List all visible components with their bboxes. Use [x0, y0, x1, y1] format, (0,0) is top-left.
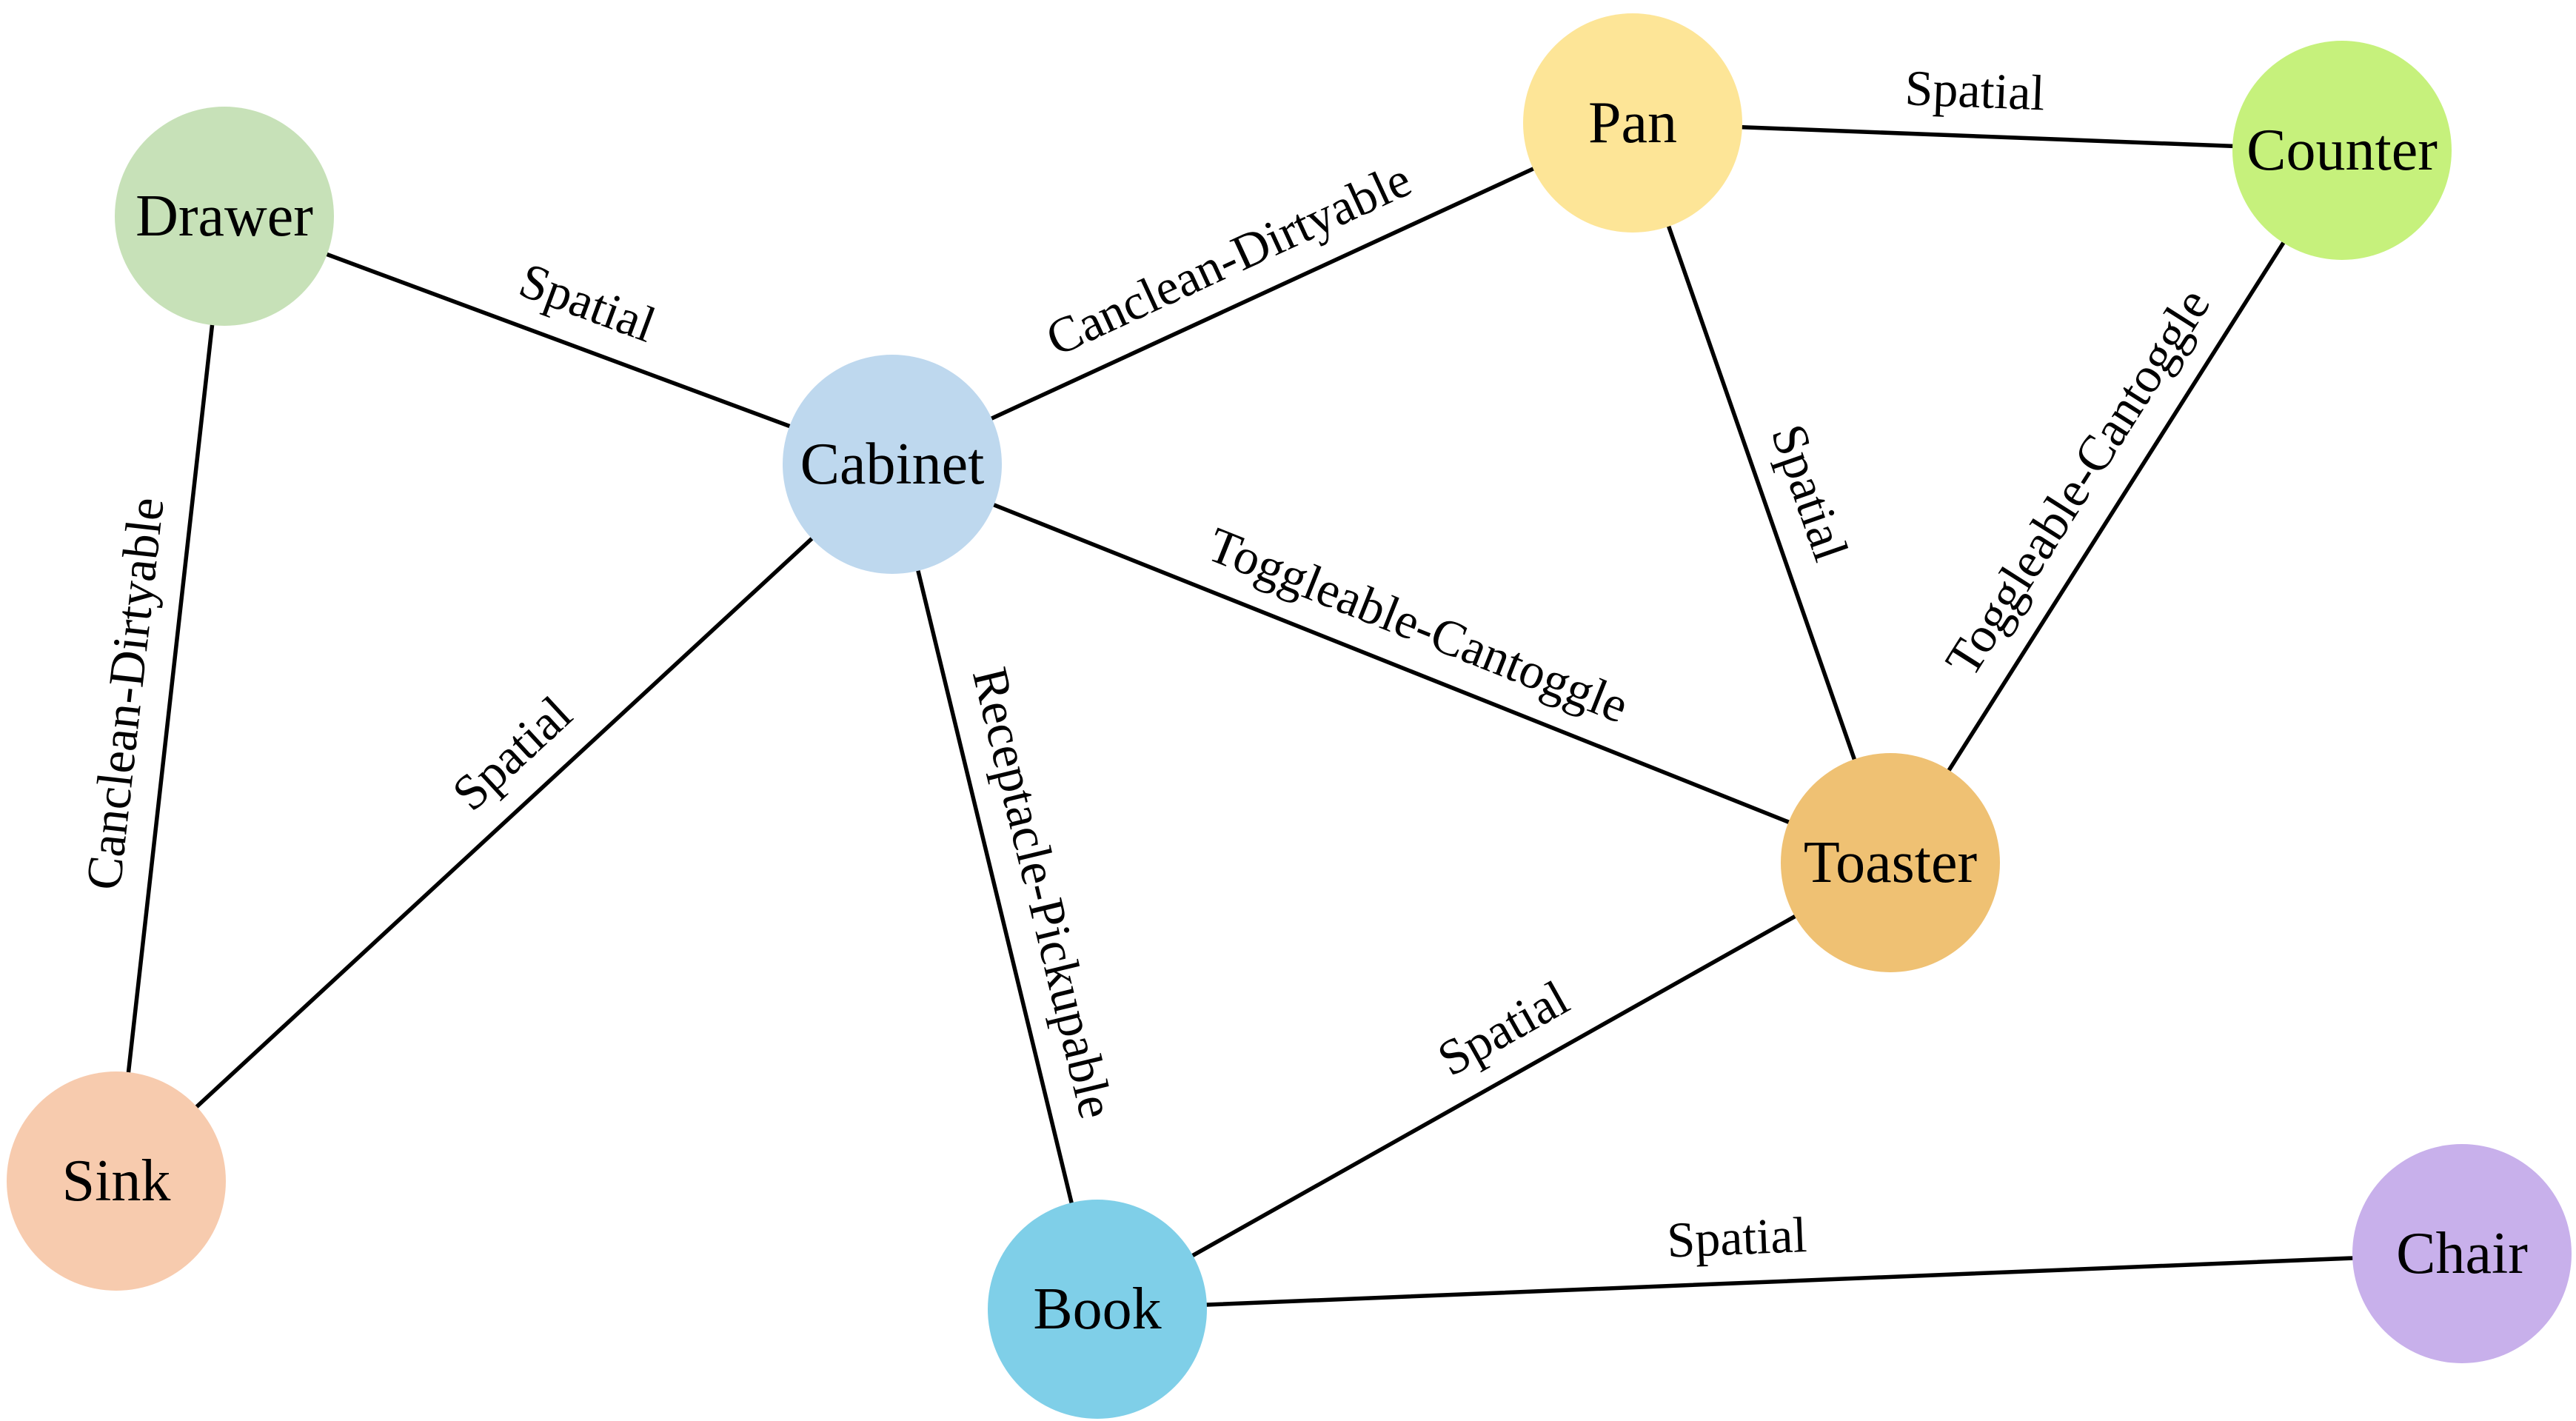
edge-line — [1095, 1251, 2464, 1311]
node-circle — [7, 1071, 226, 1291]
node-label: Counter — [2247, 118, 2438, 183]
edge-drawer-sink: Canclean-Dirtyable — [75, 214, 227, 1183]
edge-line — [114, 214, 227, 1183]
node-cabinet: Cabinet — [783, 355, 1002, 574]
node-pan: Pan — [1523, 13, 1742, 233]
node-circle — [1523, 13, 1742, 233]
edge-label: Spatial — [1761, 417, 1860, 567]
node-counter: Counter — [2232, 41, 2452, 260]
node-circle — [115, 107, 334, 326]
node-circle — [1781, 753, 2000, 972]
edge-line — [1888, 148, 2344, 865]
edge-cabinet-sink: Spatial — [114, 462, 894, 1183]
edge-line — [1630, 121, 1893, 865]
node-label: Sink — [62, 1148, 171, 1214]
edge-line — [1095, 860, 1893, 1311]
node-label: Cabinet — [800, 432, 985, 497]
edges-layer: Spatial Canclean-Dirtyable Canclean-Dirtya… — [75, 59, 2464, 1311]
edge-label: Spatial — [1904, 59, 2046, 121]
edge-line — [114, 462, 894, 1183]
node-label: Book — [1033, 1277, 1161, 1342]
node-label: Drawer — [136, 184, 313, 249]
node-toaster: Toaster — [1781, 753, 2000, 972]
node-circle — [2352, 1144, 2572, 1363]
edge-line — [890, 121, 1635, 467]
node-drawer: Drawer — [115, 107, 334, 326]
nodes-layer: Drawer Cabinet Pan Counter Toaster Sink Book Ch… — [7, 13, 2572, 1419]
edge-line — [222, 214, 894, 467]
edge-book-chair: Spatial — [1095, 1206, 2464, 1311]
edge-label: Canclean-Dirtyable — [75, 495, 175, 893]
edge-counter-toaster: Toggleable-Cantoggle — [1888, 148, 2344, 865]
node-circle — [988, 1200, 1207, 1419]
edge-label: Spatial — [1428, 969, 1578, 1087]
edge-line — [890, 462, 1893, 865]
edge-cabinet-book: Receptacle-Pickupable — [890, 462, 1125, 1311]
node-label: Chair — [2396, 1221, 2528, 1286]
edge-label: Canclean-Dirtyable — [1037, 150, 1419, 367]
node-sink: Sink — [7, 1071, 226, 1291]
node-label: Toaster — [1804, 830, 1977, 895]
edge-label: Receptacle-Pickupable — [962, 662, 1125, 1123]
edge-pan-toaster: Spatial — [1630, 121, 1893, 865]
edge-label: Toggleable-Cantoggle — [1934, 278, 2221, 686]
node-circle — [2232, 41, 2452, 260]
node-book: Book — [988, 1200, 1207, 1419]
node-circle — [783, 355, 1002, 574]
edge-label: Spatial — [441, 685, 582, 821]
edge-label: Toggleable-Cantoggle — [1200, 516, 1636, 734]
edge-pan-counter: Spatial — [1630, 59, 2344, 153]
edge-label: Spatial — [1666, 1206, 1808, 1268]
node-chair: Chair — [2352, 1144, 2572, 1363]
node-label: Pan — [1588, 90, 1677, 156]
edge-cabinet-pan: Canclean-Dirtyable — [890, 121, 1635, 467]
edge-line — [890, 462, 1100, 1311]
edge-label: Spatial — [512, 252, 663, 353]
edge-line — [1630, 121, 2344, 153]
